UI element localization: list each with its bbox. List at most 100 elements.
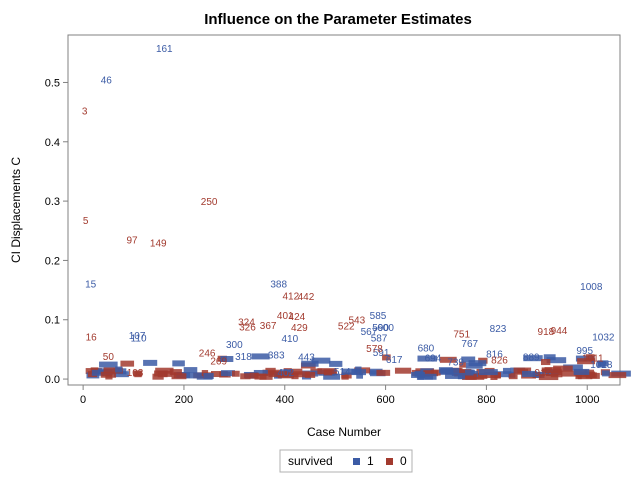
point-label-767: 767 (461, 339, 478, 350)
point-label-3: 3 (82, 106, 88, 117)
point-label-587: 587 (371, 334, 388, 345)
dense-label-blob (240, 373, 251, 380)
point-label-424: 424 (289, 312, 306, 323)
dense-label-blob (143, 359, 158, 366)
dense-label-blob (301, 360, 319, 367)
dense-label-blob (585, 372, 597, 379)
point-label-522: 522 (338, 322, 355, 333)
dense-label-blob (311, 357, 331, 364)
y-tick-label: 0.5 (45, 77, 60, 89)
point-label-816: 816 (486, 350, 503, 361)
point-label-995: 995 (576, 346, 593, 357)
point-label-543: 543 (349, 316, 366, 327)
dense-label-blob (251, 353, 270, 360)
point-label-585: 585 (370, 311, 387, 322)
y-tick-label: 0.3 (45, 196, 60, 208)
point-label-412: 412 (282, 291, 299, 302)
dense-label-blob (211, 371, 228, 378)
dense-label-blob (113, 371, 129, 378)
dense-label-blob (445, 372, 466, 379)
point-label-318: 318 (235, 352, 252, 363)
legend-swatch-survived-1 (353, 458, 360, 465)
y-tick-label: 0.1 (45, 315, 60, 327)
point-label-388: 388 (270, 280, 287, 291)
point-label-1028: 1028 (590, 360, 613, 371)
dense-label-blob (203, 373, 214, 380)
dense-label-blob (171, 373, 187, 380)
dense-label-blob (544, 367, 561, 374)
point-label-103: 103 (127, 368, 144, 379)
y-tick-label: 0.4 (45, 137, 60, 149)
dense-label-blob (577, 373, 593, 380)
dense-label-blob (265, 367, 276, 374)
dense-label-blob (601, 370, 610, 377)
dense-label-blob (417, 355, 438, 362)
x-tick-label: 200 (175, 394, 193, 406)
point-label-300: 300 (226, 340, 243, 351)
dense-label-blob (478, 369, 498, 376)
dense-label-blob (502, 367, 511, 374)
point-label-324: 324 (238, 318, 255, 329)
dense-label-blob (376, 369, 391, 376)
point-label-246: 246 (199, 348, 216, 359)
dense-label-blob (416, 373, 425, 380)
dense-label-blob (573, 368, 590, 375)
legend-label-survived-1: 1 (367, 454, 374, 468)
point-label-429: 429 (291, 323, 308, 334)
point-label-514: 514 (334, 367, 351, 378)
dense-label-blob (183, 367, 198, 374)
point-label-600: 600 (377, 323, 394, 334)
legend: survived 1 0 (279, 449, 413, 473)
point-label-269: 269 (210, 357, 227, 368)
point-label-107: 107 (129, 331, 146, 342)
point-label-410: 410 (281, 334, 298, 345)
dense-label-blob (249, 372, 259, 379)
dense-label-blob (538, 374, 559, 381)
point-label-826: 826 (491, 355, 508, 366)
dense-label-blob (317, 368, 337, 375)
dense-label-blob (430, 369, 441, 376)
dense-label-blob (304, 371, 316, 378)
point-label-16: 16 (86, 332, 98, 343)
point-label-383: 383 (268, 351, 285, 362)
dense-label-blob (553, 365, 573, 372)
dense-label-blob (453, 368, 472, 375)
dense-label-blob (157, 371, 168, 378)
point-label-680: 680 (418, 344, 435, 355)
point-label-1032: 1032 (592, 332, 615, 343)
point-label-590: 590 (372, 323, 389, 334)
point-label-578: 578 (366, 344, 383, 355)
x-tick-label: 0 (80, 394, 86, 406)
point-label-15: 15 (85, 280, 97, 291)
dense-label-blob (341, 368, 358, 375)
dense-label-blob (115, 366, 123, 373)
dense-label-blob (439, 356, 457, 363)
chart-title: Influence on the Parameter Estimates (204, 11, 472, 28)
dense-label-blob (341, 373, 349, 380)
dense-label-blob (561, 370, 581, 377)
point-label-443: 443 (298, 353, 315, 364)
dense-label-blob (133, 370, 143, 377)
dense-label-blob (253, 369, 268, 376)
point-label-442: 442 (298, 292, 315, 303)
dense-label-blob (540, 359, 551, 366)
dense-label-blob (468, 360, 487, 367)
dense-label-blob (461, 356, 476, 363)
dense-label-blob (577, 358, 596, 365)
dense-label-blob (494, 371, 512, 378)
x-tick-label: 1000 (575, 394, 599, 406)
dense-label-blob (100, 371, 117, 378)
dense-label-blob (172, 360, 185, 367)
legend-swatch-survived-0 (386, 458, 393, 465)
point-label-823: 823 (490, 324, 507, 335)
point-label-97: 97 (126, 236, 138, 247)
dense-label-blob (597, 361, 606, 368)
dense-label-blob (164, 370, 173, 377)
dense-label-blob (546, 357, 567, 364)
point-label-367: 367 (260, 321, 277, 332)
y-tick-label: 0.2 (45, 255, 60, 267)
dense-cluster-layer (85, 353, 631, 381)
point-label-402: 402 (277, 368, 294, 379)
point-label-591: 591 (373, 348, 390, 359)
point-label-617: 617 (386, 355, 403, 366)
